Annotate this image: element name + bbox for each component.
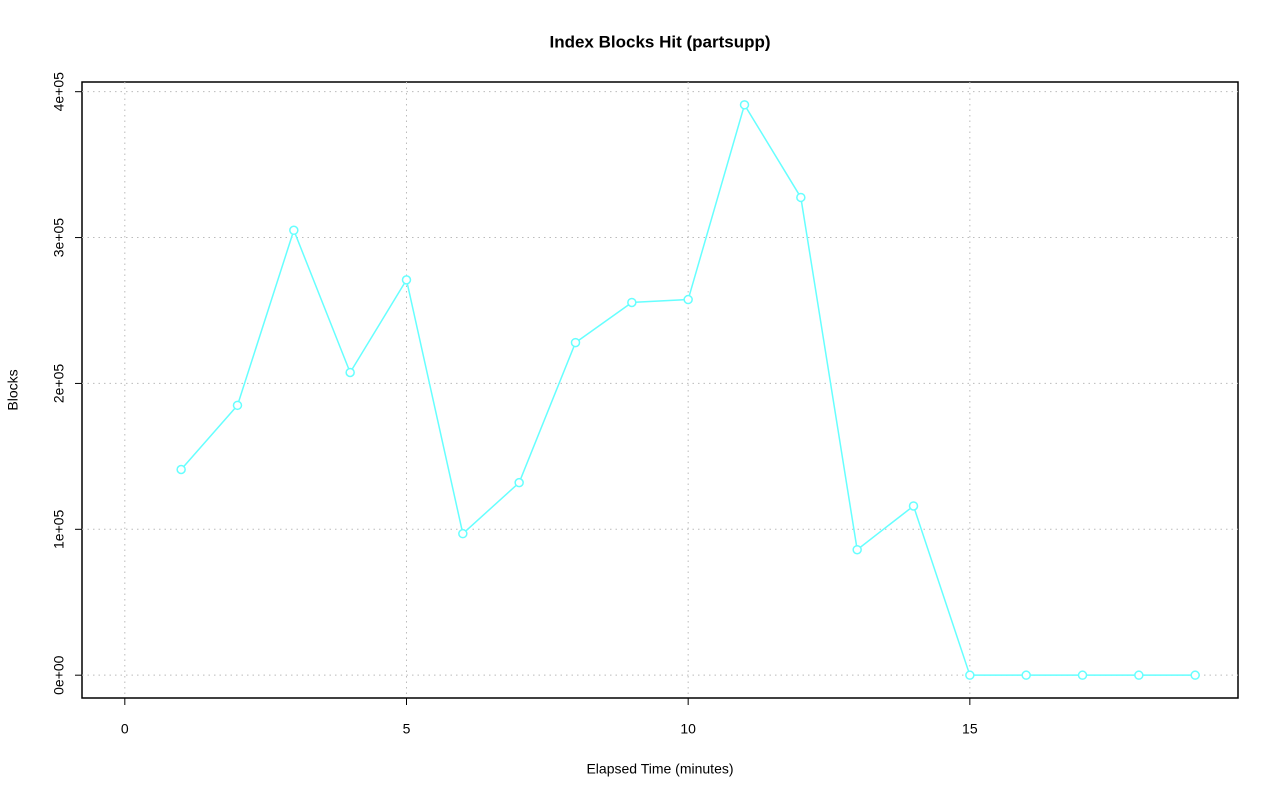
x-tick-label: 0: [121, 721, 129, 737]
data-point: [514, 477, 524, 488]
data-point: [1077, 670, 1088, 680]
y-tick-label: 2e+05: [51, 364, 67, 404]
data-point: [458, 528, 468, 539]
data-point: [739, 100, 750, 110]
y-axis-label: Blocks: [5, 369, 21, 410]
data-point: [401, 275, 412, 285]
data-point: [232, 400, 243, 411]
data-point: [176, 464, 186, 475]
data-point: [908, 501, 919, 511]
data-point: [570, 337, 581, 348]
data-point: [1190, 670, 1200, 680]
chart-title: Index Blocks Hit (partsupp): [549, 32, 770, 51]
x-axis-label: Elapsed Time (minutes): [586, 761, 733, 777]
x-tick-label: 15: [962, 721, 978, 737]
data-point: [796, 192, 806, 203]
data-point: [683, 294, 693, 305]
y-tick-label: 1e+05: [51, 509, 67, 549]
data-point: [852, 544, 862, 555]
data-point: [965, 670, 975, 680]
y-tick-label: 3e+05: [51, 218, 67, 258]
plot-frame: [81, 81, 1239, 699]
y-tick-label: 4e+05: [51, 72, 67, 112]
data-point: [1021, 670, 1031, 680]
x-tick-label: 5: [403, 721, 411, 737]
x-tick-label: 10: [680, 721, 696, 737]
data-point: [627, 297, 637, 308]
data-point: [289, 225, 299, 236]
y-tick-label: 0e+00: [51, 655, 67, 695]
data-point: [1134, 670, 1144, 680]
data-point: [345, 367, 355, 378]
